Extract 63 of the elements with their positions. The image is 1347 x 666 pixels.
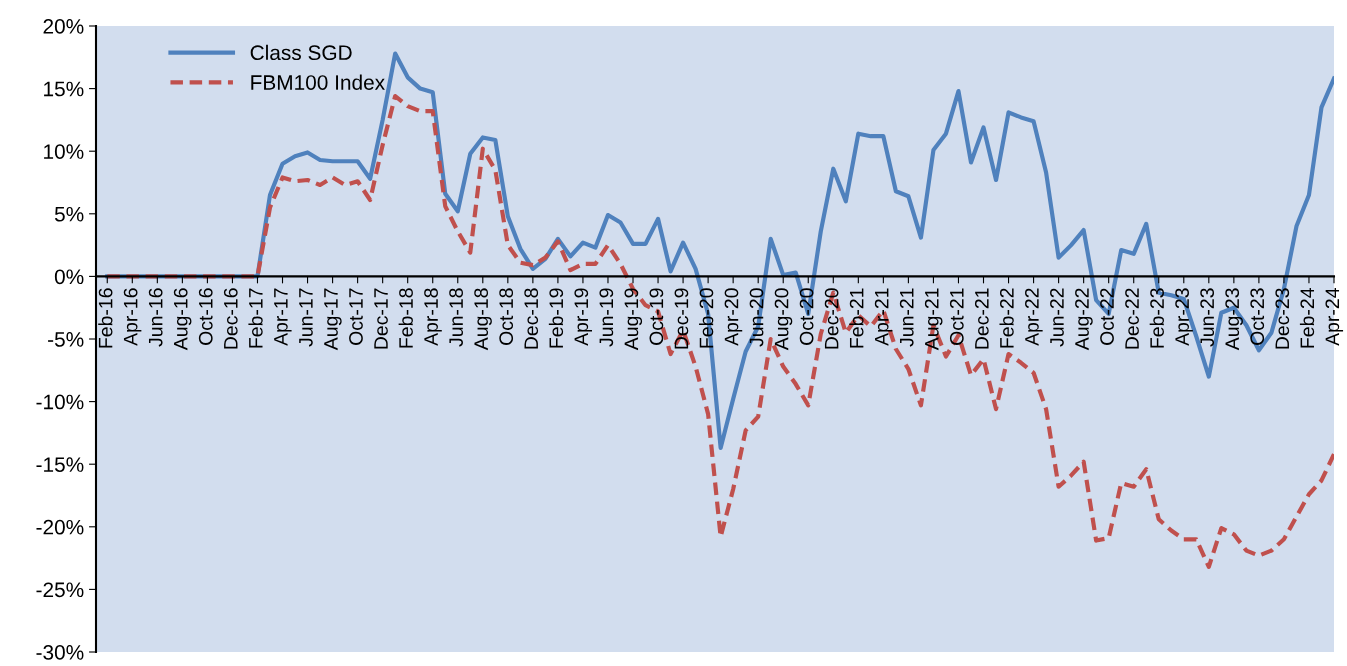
x-tick-label: Feb-16	[98, 288, 113, 348]
x-tick-label: Aug-21	[924, 288, 943, 351]
x-tick-label: Oct-20	[799, 288, 814, 345]
x-tick-label: Feb-21	[849, 288, 864, 348]
x-tick-label: Oct-18	[499, 288, 514, 345]
x-tick-label: Apr-20	[724, 288, 743, 346]
x-tick-label: Feb-19	[548, 288, 564, 348]
x-tick-label: Oct-22	[1100, 288, 1114, 345]
y-tick-label: 0%	[54, 269, 84, 285]
y-tick-label: 15%	[44, 81, 84, 97]
x-tick-label: Aug-20	[774, 288, 793, 351]
x-tick-label: Feb-17	[248, 288, 263, 348]
x-tick-label: Aug-18	[474, 288, 492, 351]
y-tick-label: -15%	[36, 457, 84, 472]
x-tick-label: Aug-22	[1075, 288, 1093, 351]
x-tick-label: Dec-19	[674, 288, 689, 349]
y-tick-label: 20%	[43, 19, 84, 34]
x-tick-label: Jun-17	[299, 288, 313, 347]
x-tick-label: Feb-20	[699, 288, 714, 348]
x-tick-label: Dec-22	[1125, 288, 1139, 349]
x-tick-label: Oct-16	[198, 288, 213, 345]
x-tick-label: Apr-21	[874, 288, 893, 346]
y-tick-label: -25%	[36, 582, 84, 598]
x-tick-label: Oct-23	[1250, 288, 1265, 345]
x-tick-label: Dec-20	[824, 288, 839, 349]
x-tick-label: Apr-18	[424, 288, 442, 346]
legend-label: FBM100 Index	[251, 74, 385, 90]
y-tick-label: 5%	[54, 206, 84, 222]
x-tick-label: Apr-23	[1175, 288, 1193, 346]
x-tick-label: Oct-17	[349, 288, 363, 345]
x-tick-label: Jun-20	[749, 288, 764, 347]
x-tick-label: Feb-23	[1149, 288, 1164, 348]
x-tick-label: Jun-22	[1050, 288, 1064, 347]
x-tick-label: Jun-23	[1200, 288, 1215, 347]
x-tick-label: Feb-22	[999, 288, 1014, 348]
x-tick-label: Aug-23	[1225, 288, 1243, 351]
x-tick-label: Jun-18	[449, 288, 463, 347]
x-tick-label: Oct-21	[949, 288, 964, 345]
x-tick-label: Jun-19	[599, 288, 614, 347]
x-tick-label: Aug-19	[624, 288, 643, 351]
x-tick-label: Dec-17	[374, 288, 388, 349]
x-tick-label: Apr-22	[1025, 288, 1043, 346]
x-tick-label: Apr-16	[123, 288, 142, 346]
x-tick-label: Dec-23	[1275, 288, 1290, 349]
x-tick-label: Dec-21	[974, 288, 989, 349]
legend-label: Class SGD	[250, 44, 352, 61]
x-tick-label: Feb-24	[1299, 288, 1315, 348]
x-tick-label: Dec-16	[223, 288, 238, 349]
x-tick-label: Apr-24	[1325, 288, 1344, 346]
x-tick-label: Jun-21	[899, 288, 914, 347]
y-tick-label: 10%	[44, 144, 84, 159]
x-tick-label: Dec-18	[524, 288, 539, 349]
y-tick-label: -20%	[36, 519, 84, 535]
y-tick-label: -5%	[48, 332, 84, 347]
x-tick-label: Jun-16	[148, 288, 163, 347]
x-tick-label: Aug-16	[173, 288, 192, 351]
x-tick-label: Apr-17	[274, 288, 292, 346]
y-tick-label: -30%	[36, 645, 84, 660]
x-tick-label: Aug-17	[324, 288, 342, 351]
x-tick-label: Feb-18	[398, 288, 413, 348]
x-tick-label: Apr-19	[574, 288, 592, 346]
y-tick-label: -10%	[36, 394, 84, 410]
x-tick-label: Oct-19	[649, 288, 664, 345]
